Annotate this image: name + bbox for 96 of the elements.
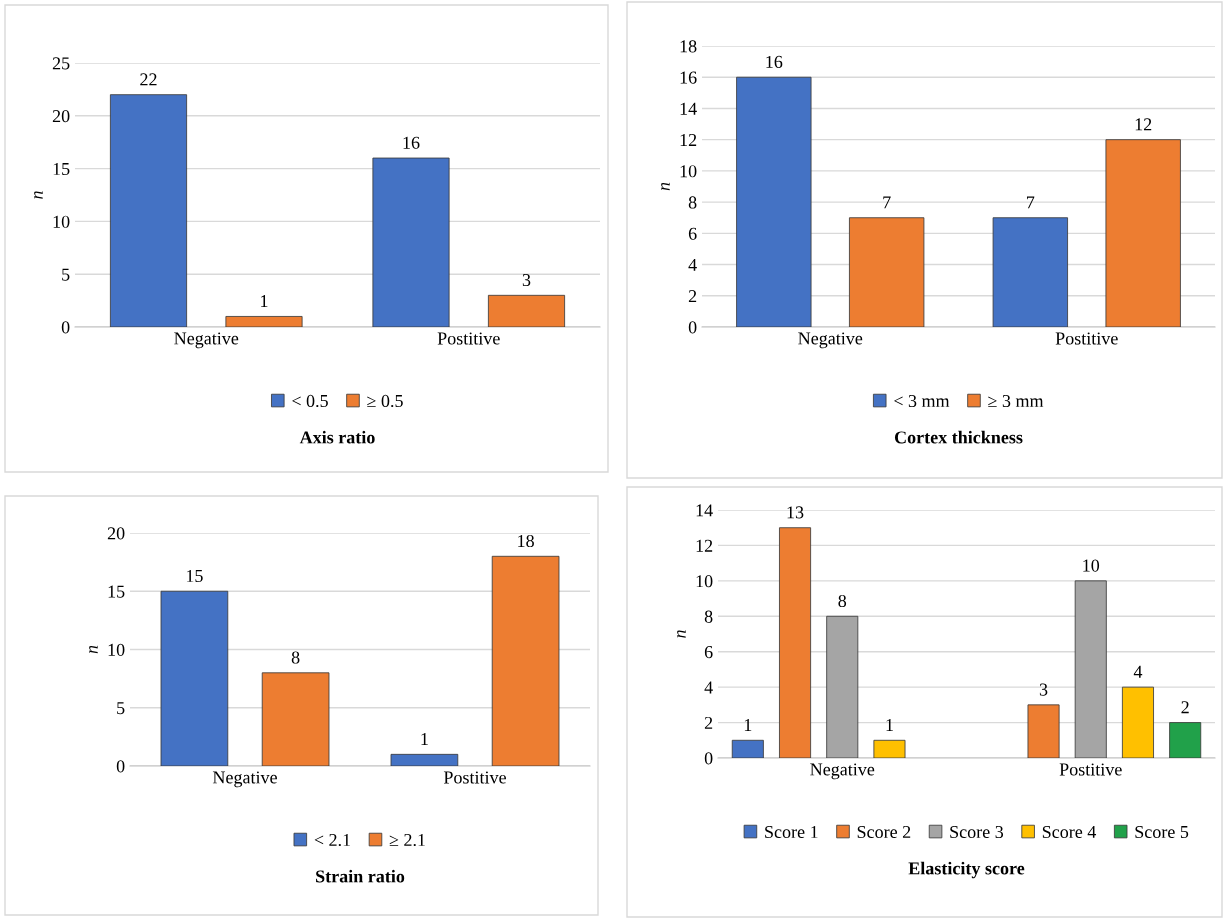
x-tick-label: Postitive	[1055, 332, 1118, 345]
bar	[849, 217, 925, 327]
legend-label: Score 1	[765, 825, 818, 839]
data-label: 16	[403, 136, 420, 149]
bar	[491, 555, 560, 766]
data-label: 12	[1135, 118, 1152, 131]
data-label: 3	[522, 273, 531, 287]
legend-label: ≥ 0.5	[367, 394, 403, 408]
y-tick-label: 10	[108, 643, 125, 656]
data-label: 8	[838, 594, 847, 608]
y-tick-label: 14	[696, 504, 713, 517]
data-label: 10	[1083, 559, 1100, 572]
data-label: 13	[787, 506, 804, 519]
x-tick-label: Postitive	[1059, 763, 1122, 776]
legend-label: < 3 mm	[894, 394, 950, 408]
data-label: 4	[1133, 665, 1143, 678]
x-tick-label: Postitive	[443, 771, 506, 784]
data-label: 8	[291, 651, 300, 664]
bar	[1074, 580, 1107, 758]
legend-label: < 2.1	[314, 833, 351, 847]
bar	[487, 294, 566, 327]
y-tick-label: 0	[116, 760, 125, 773]
bar	[109, 94, 188, 327]
bar	[731, 739, 764, 758]
y-tick-label: 10	[680, 165, 697, 178]
y-tick-label: 10	[53, 215, 70, 228]
y-tick-label: 20	[52, 110, 70, 123]
data-label: 7	[883, 196, 891, 209]
bar	[873, 739, 906, 758]
bar	[826, 615, 859, 758]
bar	[1169, 722, 1202, 758]
x-tick-label: Negative	[174, 332, 239, 349]
y-tick-label: 25	[52, 57, 70, 70]
y-tick-label: 0	[688, 321, 697, 334]
y-tick-label: 4	[688, 258, 697, 271]
y-axis-title: n	[677, 630, 686, 638]
y-tick-label: 0	[61, 321, 70, 334]
y-tick-label: 18	[680, 40, 697, 53]
y-tick-label: 15	[53, 162, 70, 176]
data-label: 22	[140, 73, 157, 86]
y-tick-label: 16	[680, 71, 697, 84]
legend-label: Score 4	[1042, 825, 1097, 839]
legend-label: ≥ 2.1	[389, 833, 425, 847]
bar	[1105, 139, 1181, 327]
bar	[1121, 686, 1154, 758]
bar	[261, 672, 330, 766]
data-label: 3	[1039, 683, 1048, 696]
bar	[372, 157, 450, 327]
legend-label: Score 2	[857, 825, 911, 839]
y-tick-label: 8	[704, 610, 713, 623]
data-label: 2	[1181, 701, 1189, 714]
bar	[736, 76, 812, 327]
bar	[779, 527, 812, 758]
legend-label: Score 5	[1135, 825, 1189, 839]
y-tick-label: 10	[696, 575, 713, 588]
y-tick-label: 12	[680, 133, 697, 146]
data-label: 1	[261, 295, 268, 308]
bar	[160, 590, 229, 766]
legend-label: Score 3	[950, 825, 1004, 839]
y-tick-label: 6	[704, 646, 713, 659]
y-axis-title: n	[661, 182, 670, 191]
y-tick-label: 4	[704, 681, 713, 694]
y-tick-label: 14	[680, 102, 697, 115]
y-tick-label: 12	[696, 539, 713, 552]
data-label: 15	[186, 569, 203, 583]
text: Elasticity score	[908, 861, 1025, 879]
bar	[992, 217, 1068, 327]
text: Cortex thickness	[894, 430, 1023, 444]
data-label: 1	[744, 718, 752, 731]
y-tick-label: 5	[117, 702, 125, 715]
bar	[1027, 704, 1060, 758]
y-tick-label: 15	[108, 585, 125, 598]
y-tick-label: 2	[704, 716, 713, 729]
y-axis-title: n	[34, 191, 43, 199]
text: Axis ratio	[299, 430, 375, 444]
y-tick-label: 20	[107, 527, 125, 540]
y-tick-label: 5	[62, 268, 70, 281]
legend-label: < 0.5	[292, 394, 328, 408]
bar	[390, 753, 459, 766]
data-label: 1	[886, 718, 893, 731]
data-label: 18	[518, 534, 534, 548]
x-tick-label: Negative	[810, 763, 875, 780]
y-tick-label: 6	[688, 227, 697, 240]
data-label: 7	[1027, 196, 1035, 209]
y-tick-label: 2	[688, 290, 697, 303]
y-tick-label: 0	[704, 752, 713, 765]
y-tick-label: 8	[688, 196, 697, 209]
x-tick-label: Negative	[212, 771, 277, 788]
legend-label: ≥ 3 mm	[988, 394, 1044, 408]
text: Strain ratio	[316, 869, 405, 883]
x-tick-label: Negative	[798, 332, 863, 349]
data-label: 16	[766, 55, 783, 68]
y-axis-title: n	[89, 645, 98, 654]
bar	[225, 316, 303, 327]
x-tick-label: Postitive	[437, 332, 500, 345]
data-label: 1	[421, 733, 428, 745]
